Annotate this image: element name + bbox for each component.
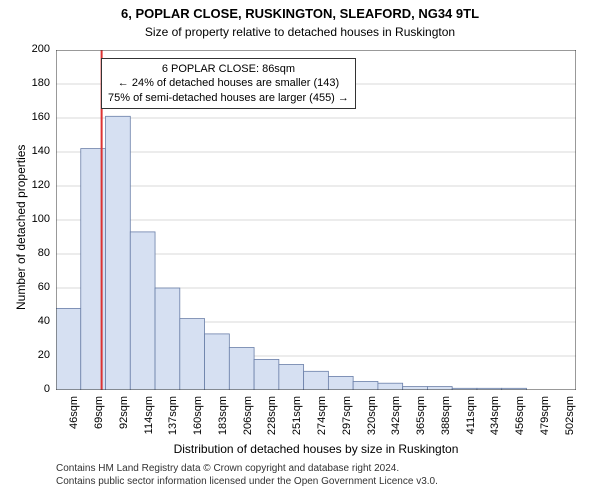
annotation-box: 6 POPLAR CLOSE: 86sqm ← 24% of detached … (101, 58, 356, 109)
x-tick-label: 479sqm (539, 396, 551, 446)
x-tick-label: 137sqm (167, 396, 179, 446)
annotation-line-1: 6 POPLAR CLOSE: 86sqm (108, 62, 349, 76)
y-tick-label: 40 (22, 315, 50, 327)
chart-title: 6, POPLAR CLOSE, RUSKINGTON, SLEAFORD, N… (0, 0, 600, 23)
y-tick-label: 200 (22, 43, 50, 55)
y-tick-label: 60 (22, 281, 50, 293)
x-tick-label: 342sqm (390, 396, 402, 446)
y-tick-label: 180 (22, 77, 50, 89)
x-tick-label: 297sqm (341, 396, 353, 446)
x-tick-label: 114sqm (143, 396, 155, 446)
x-tick-label: 69sqm (93, 396, 105, 446)
x-tick-label: 388sqm (440, 396, 452, 446)
x-tick-label: 502sqm (564, 396, 576, 446)
x-tick-label: 46sqm (68, 396, 80, 446)
x-tick-label: 160sqm (192, 396, 204, 446)
x-tick-label: 411sqm (465, 396, 477, 446)
y-tick-label: 20 (22, 349, 50, 361)
footer-attribution: Contains HM Land Registry data © Crown c… (56, 462, 438, 488)
annotation-line-2: ← 24% of detached houses are smaller (14… (108, 76, 349, 90)
x-tick-label: 365sqm (415, 396, 427, 446)
x-axis-label: Distribution of detached houses by size … (56, 442, 576, 456)
y-tick-label: 100 (22, 213, 50, 225)
x-tick-label: 251sqm (291, 396, 303, 446)
x-tick-label: 434sqm (489, 396, 501, 446)
y-tick-label: 140 (22, 145, 50, 157)
y-tick-label: 120 (22, 179, 50, 191)
y-tick-label: 80 (22, 247, 50, 259)
y-tick-label: 160 (22, 111, 50, 123)
x-tick-label: 183sqm (217, 396, 229, 446)
chart-container: 6, POPLAR CLOSE, RUSKINGTON, SLEAFORD, N… (0, 0, 600, 500)
x-tick-label: 274sqm (316, 396, 328, 446)
x-tick-label: 206sqm (242, 396, 254, 446)
annotation-line-3: 75% of semi-detached houses are larger (… (108, 91, 349, 105)
chart-subtitle: Size of property relative to detached ho… (0, 23, 600, 39)
footer-line-2: Contains public sector information licen… (56, 475, 438, 488)
x-tick-label: 92sqm (118, 396, 130, 446)
y-tick-label: 0 (22, 383, 50, 395)
x-tick-label: 320sqm (366, 396, 378, 446)
footer-line-1: Contains HM Land Registry data © Crown c… (56, 462, 438, 475)
x-tick-label: 228sqm (266, 396, 278, 446)
x-tick-label: 456sqm (514, 396, 526, 446)
